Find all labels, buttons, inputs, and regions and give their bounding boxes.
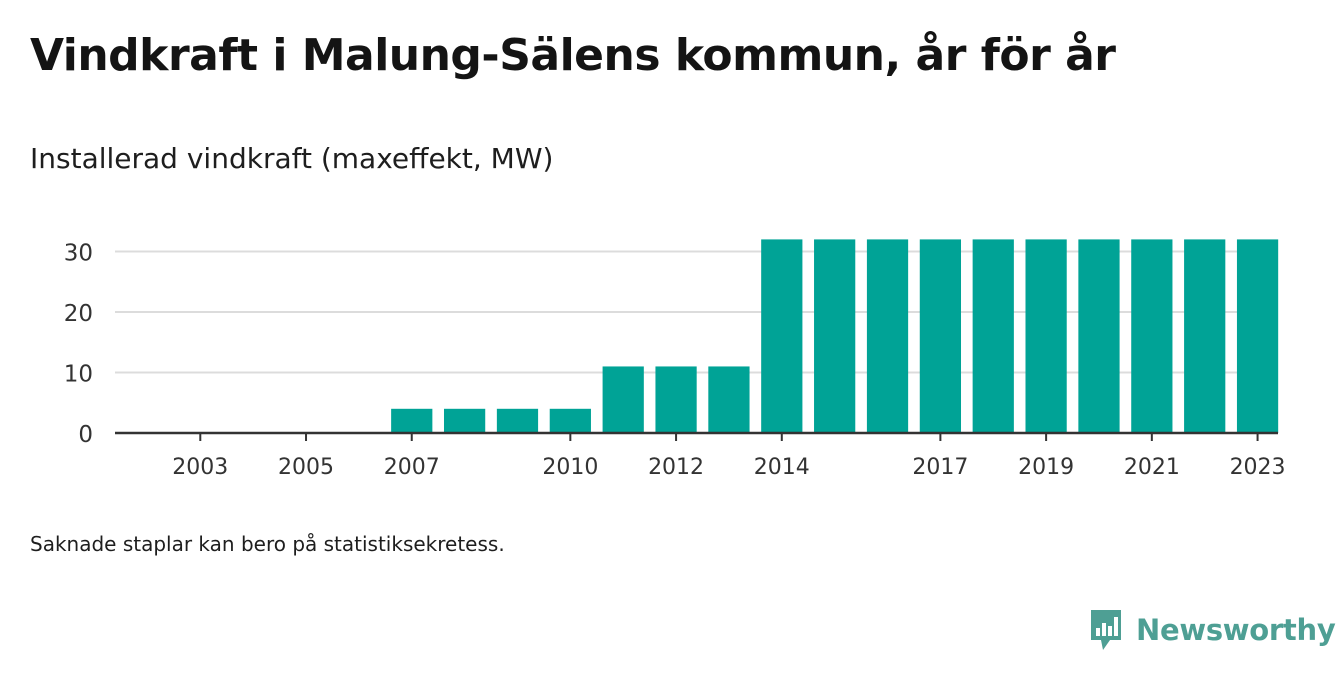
bar bbox=[919, 239, 962, 433]
bar bbox=[866, 239, 909, 433]
bar bbox=[1236, 239, 1279, 433]
bar bbox=[708, 366, 750, 433]
chart-title: Vindkraft i Malung-Sälens kommun, år för… bbox=[30, 30, 1116, 81]
x-tick-label: 2007 bbox=[384, 455, 440, 480]
bar bbox=[814, 239, 856, 433]
x-tick-label: 2023 bbox=[1230, 455, 1286, 480]
bar bbox=[1184, 239, 1226, 433]
x-tick-label: 2005 bbox=[278, 455, 334, 480]
chart-subtitle: Installerad vindkraft (maxeffekt, MW) bbox=[30, 142, 554, 175]
bar bbox=[1025, 239, 1067, 433]
y-tick-label: 10 bbox=[64, 362, 93, 388]
x-tick-label: 2019 bbox=[1018, 455, 1074, 480]
bar-chart: 0 10 20 30 2003 2005 2007 2010 2012 2014 2017 2019 2… bbox=[64, 239, 1286, 480]
x-tick-label: 2012 bbox=[648, 455, 704, 480]
x-tick-label: 2003 bbox=[172, 455, 228, 480]
bar bbox=[549, 408, 591, 433]
bar bbox=[761, 239, 803, 433]
bar bbox=[1078, 239, 1120, 433]
x-tick-label: 2010 bbox=[542, 455, 598, 480]
x-tick-label: 2017 bbox=[912, 455, 968, 480]
bar bbox=[1131, 239, 1173, 433]
bar bbox=[655, 366, 697, 433]
bar bbox=[443, 408, 486, 433]
bar bbox=[391, 408, 433, 433]
footnote: Saknade staplar kan bero på statistiksek… bbox=[30, 532, 505, 556]
brand-logo: Newsworthy bbox=[1088, 608, 1336, 652]
y-tick-label: 0 bbox=[78, 422, 93, 448]
y-tick-label: 30 bbox=[64, 241, 93, 267]
y-tick-label: 20 bbox=[64, 301, 93, 327]
x-tick-label: 2014 bbox=[754, 455, 810, 480]
brand-name: Newsworthy bbox=[1136, 613, 1336, 647]
x-tick-label: 2021 bbox=[1124, 455, 1180, 480]
bar bbox=[972, 239, 1014, 433]
newsworthy-logo-icon bbox=[1091, 610, 1121, 650]
bar bbox=[496, 408, 539, 433]
bar bbox=[602, 366, 644, 433]
